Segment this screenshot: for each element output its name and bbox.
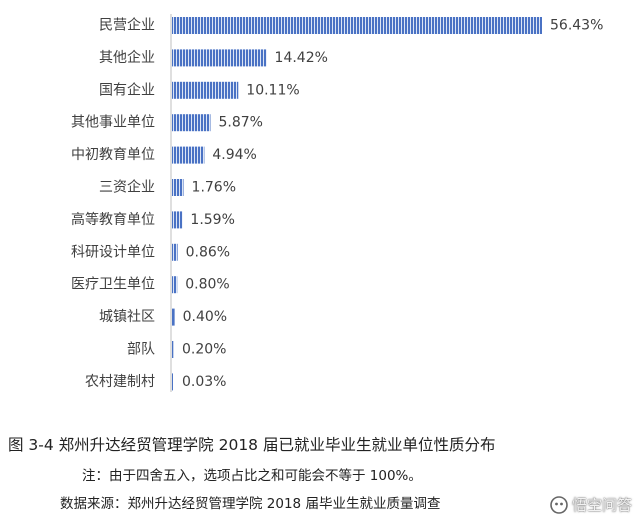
figure-note: 注：由于四舍五入，选项占比之和可能会不等于 100%。 (82, 468, 422, 484)
value-label: 0.03% (182, 374, 226, 390)
bar (172, 81, 239, 99)
bar (172, 373, 173, 391)
bar (172, 17, 542, 34)
value-label: 1.76% (192, 180, 236, 196)
figure-source: 数据来源：郑州升达经贸管理学院 2018 届毕业生就业质量调查 (60, 496, 441, 512)
category-label: 医疗卫生单位 (71, 277, 155, 293)
bar (172, 179, 184, 196)
bar (172, 211, 183, 229)
value-label: 5.87% (218, 115, 262, 131)
value-label: 0.20% (182, 342, 226, 358)
bar (172, 49, 267, 67)
category-label: 民营企业 (99, 17, 155, 34)
value-label: 0.86% (186, 244, 230, 260)
value-label: 14.42% (275, 50, 328, 66)
wukong-logo-icon (550, 495, 568, 514)
bar (172, 308, 175, 326)
category-label: 农村建制村 (85, 374, 155, 390)
watermark: 悟空问答 (550, 494, 632, 515)
bar (172, 341, 174, 358)
category-label: 中初教育单位 (71, 146, 155, 163)
bar (172, 146, 205, 164)
figure-caption: 图 3-4 郑州升达经贸管理学院 2018 届已就业毕业生就业单位性质分布 (8, 436, 496, 454)
watermark-text: 悟空问答 (571, 496, 632, 514)
bar-chart: 民营企业 56.43% 其他企业 14.42% 国有企业 10.11% 其他事业单位 5.87… (71, 14, 603, 392)
value-label: 56.43% (550, 18, 603, 34)
bar (172, 243, 178, 261)
category-label: 城镇社区 (99, 309, 155, 325)
bar (172, 276, 178, 294)
category-label: 三资企业 (99, 179, 155, 196)
value-label: 4.94% (212, 147, 256, 163)
category-label: 部队 (127, 342, 155, 358)
category-label: 科研设计单位 (71, 244, 155, 260)
value-label: 1.59% (190, 212, 234, 228)
value-label: 10.11% (246, 82, 299, 98)
category-label: 高等教育单位 (71, 211, 155, 228)
value-label: 0.40% (183, 309, 227, 325)
value-label: 0.80% (185, 277, 229, 293)
category-label: 其他企业 (99, 49, 155, 66)
bar (172, 114, 211, 132)
category-label: 其他事业单位 (71, 115, 155, 131)
category-label: 国有企业 (99, 81, 155, 98)
